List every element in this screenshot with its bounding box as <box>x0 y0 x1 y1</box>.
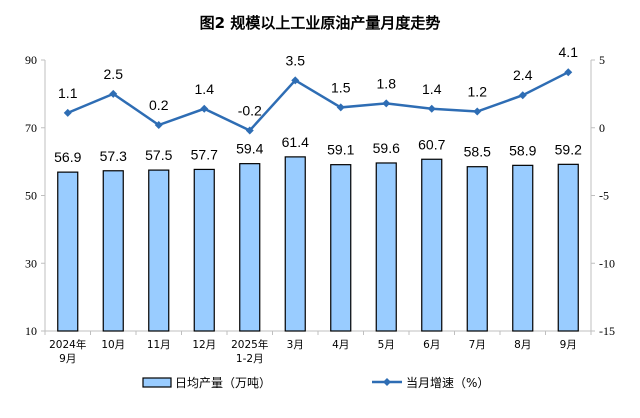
x-tick-label: 2025年 <box>231 338 268 351</box>
bar <box>512 164 534 332</box>
bar-data-label: 57.5 <box>145 147 172 163</box>
bar <box>557 163 579 332</box>
x-tick-label: 2024年 <box>49 338 86 351</box>
right-tick-label: -10 <box>599 256 615 270</box>
bar-data-label: 59.4 <box>236 141 263 157</box>
line-point <box>564 68 573 77</box>
line-data-label: 1.4 <box>195 81 215 97</box>
line-point <box>291 76 300 85</box>
bar <box>148 169 170 332</box>
left-tick-label: 10 <box>25 324 37 338</box>
bar <box>239 163 261 332</box>
right-tick-label: 0 <box>599 121 605 135</box>
bar-data-label: 59.6 <box>373 140 400 156</box>
left-tick-label: 50 <box>25 189 37 203</box>
right-tick-label: 5 <box>599 53 605 67</box>
bar-data-label: 58.9 <box>509 142 536 158</box>
x-tick-label: 8月 <box>514 339 531 351</box>
bar-data-label: 60.7 <box>418 136 445 152</box>
bar <box>330 164 352 332</box>
x-tick-label: 5月 <box>378 339 395 351</box>
line-data-label: 1.8 <box>377 75 397 91</box>
line-data-label: 1.1 <box>58 85 78 101</box>
x-tick-label: 12月 <box>192 339 216 351</box>
bar <box>57 171 79 332</box>
x-tick-label: 3月 <box>287 339 304 351</box>
line-data-label: 1.5 <box>331 79 351 95</box>
growth-line <box>67 71 569 132</box>
line-data-label: 4.1 <box>559 44 579 60</box>
bar-data-label: 61.4 <box>282 134 309 150</box>
bar-data-label: 57.3 <box>100 148 127 164</box>
legend-bar-swatch <box>142 377 172 388</box>
right-tick-label: -5 <box>599 189 609 203</box>
bar-data-label: 57.7 <box>191 146 218 162</box>
line-point <box>200 104 209 113</box>
x-tick-label: 9月 <box>59 353 76 365</box>
line-point <box>245 126 254 135</box>
bar <box>421 158 443 332</box>
bar-data-label: 59.2 <box>555 141 582 157</box>
bar-data-label: 56.9 <box>54 149 81 165</box>
line-point <box>154 121 163 130</box>
bar <box>375 162 397 332</box>
bar <box>102 170 124 332</box>
line-point <box>63 108 72 117</box>
line-point <box>427 104 436 113</box>
x-tick-label: 7月 <box>469 339 486 351</box>
x-tick-label: 9月 <box>560 339 577 351</box>
line-data-label: 2.4 <box>513 67 533 83</box>
legend-bar-label: 日均产量（万吨） <box>175 376 271 390</box>
line-data-label: 3.5 <box>286 52 306 68</box>
bar-data-label: 58.5 <box>464 144 491 160</box>
line-point <box>382 99 391 108</box>
x-tick-label: 11月 <box>147 339 171 351</box>
chart-title: 图2 规模以上工业原油产量月度走势 <box>199 14 441 32</box>
x-tick-label: 1-2月 <box>236 353 264 365</box>
line-data-label: 1.2 <box>468 83 488 99</box>
x-tick-label: 10月 <box>101 339 125 351</box>
legend-line-marker <box>383 378 391 386</box>
line-point <box>518 91 527 100</box>
left-tick-label: 30 <box>25 256 37 270</box>
line-data-label: 2.5 <box>104 66 124 82</box>
line-point <box>473 107 482 116</box>
legend-line-label: 当月增速（%） <box>406 376 489 390</box>
line-data-label: 0.2 <box>149 97 169 113</box>
left-tick-label: 70 <box>25 121 37 135</box>
line-data-label: -0.2 <box>238 102 262 118</box>
line-point <box>109 89 118 98</box>
line-point <box>336 103 345 112</box>
bar <box>284 156 306 332</box>
bar-data-label: 59.1 <box>327 142 354 158</box>
bar <box>193 168 215 332</box>
right-tick-label: -15 <box>599 324 615 338</box>
bar <box>466 166 488 332</box>
line-data-label: 1.4 <box>422 81 442 97</box>
left-tick-label: 90 <box>25 53 37 67</box>
x-tick-label: 4月 <box>332 339 349 351</box>
x-tick-label: 6月 <box>423 339 440 351</box>
